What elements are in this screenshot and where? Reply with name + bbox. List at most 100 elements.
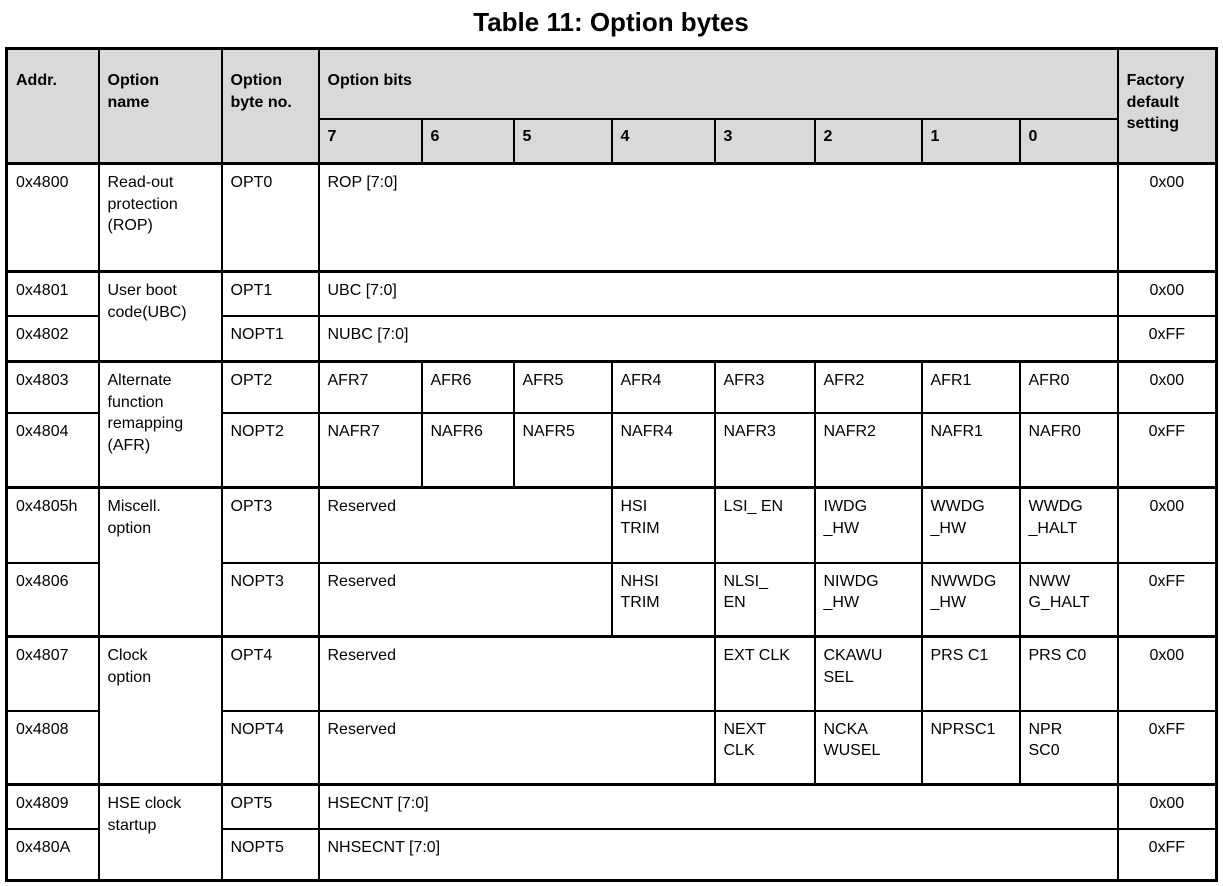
table-row: 0x4808 NOPT4 Reserved NEXT CLK NCKA WUSE…: [5, 709, 1218, 786]
bit-field-cell: AFR5: [512, 360, 613, 414]
header-row-main: Addr. Option name Option byte no. Option…: [5, 47, 1218, 165]
table-row: 0x4802 NOPT1 NUBC [7:0] 0xFF: [5, 314, 1218, 363]
bit-field-cell: AFR2: [813, 360, 923, 414]
bit-field-cell: AFR3: [713, 360, 816, 414]
bit-field-cell: CKAWU SEL: [813, 635, 923, 712]
option-byte-cell: NOPT2: [220, 411, 320, 489]
bit-field-cell: AFR0: [1018, 360, 1119, 414]
addr-cell: 0x4804: [5, 411, 100, 489]
table-row: 0x480A NOPT5 NHSECNT [7:0] 0xFF: [5, 827, 1218, 882]
option-byte-cell: NOPT5: [220, 827, 320, 882]
option-name-cell: Read-out protection (ROP): [97, 162, 223, 273]
bit-field-cell: NUBC [7:0]: [317, 314, 1119, 363]
addr-cell: 0x4802: [5, 314, 100, 363]
addr-cell: 0x4801: [5, 270, 100, 317]
option-byte-cell: OPT4: [220, 635, 320, 712]
bit-number-header-0: 0: [1018, 117, 1119, 165]
bit-field-cell: ROP [7:0]: [317, 162, 1119, 273]
col-header-option-byte-no: Option byte no.: [220, 47, 320, 165]
default-cell: 0xFF: [1116, 827, 1218, 882]
default-cell: 0x00: [1116, 783, 1218, 830]
bit-field-cell: Reserved: [317, 486, 613, 564]
bit-field-cell: HSECNT [7:0]: [317, 783, 1119, 830]
bit-number-header-4: 4: [610, 117, 716, 165]
option-name-cell: HSE clock startup: [97, 783, 223, 882]
bit-field-cell: AFR6: [420, 360, 515, 414]
header-row-bit-numbers: 7 6 5 4 3 2 1 0: [7, 117, 1217, 165]
option-byte-cell: OPT3: [220, 486, 320, 564]
option-name-cell: Miscell. option: [97, 486, 223, 638]
bit-field-cell: WWDG _HW: [920, 486, 1021, 564]
bit-field-cell: NPRSC1: [920, 709, 1021, 786]
table-row: 0x4809 HSE clock startup OPT5 HSECNT [7:…: [5, 783, 1218, 882]
default-cell: 0xFF: [1116, 709, 1218, 786]
bit-field-cell: NAFR6: [420, 411, 515, 489]
bit-field-cell: NHSECNT [7:0]: [317, 827, 1119, 882]
option-byte-cell: NOPT4: [220, 709, 320, 786]
bit-field-cell: PRS C1: [920, 635, 1021, 712]
default-cell: 0x00: [1116, 360, 1218, 414]
option-byte-cell: NOPT1: [220, 314, 320, 363]
option-byte-cell: OPT1: [220, 270, 320, 317]
option-byte-cell: NOPT3: [220, 561, 320, 638]
bit-number-header-3: 3: [713, 117, 816, 165]
addr-cell: 0x4809: [5, 783, 100, 830]
bit-field-cell: NLSI_ EN: [713, 561, 816, 638]
bit-field-cell: AFR1: [920, 360, 1021, 414]
table-row: 0x4805h Miscell. option OPT3 Reserved HS…: [5, 486, 1218, 638]
option-name-cell: Alternate function remapping (AFR): [97, 360, 223, 489]
option-name-cell: Clock option: [97, 635, 223, 786]
default-cell: 0xFF: [1116, 561, 1218, 638]
bit-field-cell: NAFR5: [512, 411, 613, 489]
option-byte-cell: OPT0: [220, 162, 320, 273]
bit-field-cell: NWWDG _HW: [920, 561, 1021, 638]
bit-field-cell: Reserved: [317, 635, 716, 712]
bit-number-header-5: 5: [512, 117, 613, 165]
addr-cell: 0x4806: [5, 561, 100, 638]
bit-field-cell: NCKA WUSEL: [813, 709, 923, 786]
col-header-factory-default: Factory default setting: [1116, 47, 1218, 165]
bit-field-cell: HSI TRIM: [610, 486, 716, 564]
addr-cell: 0x4803: [5, 360, 100, 414]
default-cell: 0x00: [1116, 162, 1218, 273]
table-row: 0x4804 NOPT2 NAFR7 NAFR6 NAFR5 NAFR4 NAF…: [5, 411, 1218, 489]
col-header-addr: Addr.: [5, 47, 100, 165]
default-cell: 0x00: [1116, 270, 1218, 317]
bit-field-cell: NIWDG _HW: [813, 561, 923, 638]
bit-number-header-2: 2: [813, 117, 923, 165]
bit-field-cell: NAFR1: [920, 411, 1021, 489]
table-row: 0x4800 Read-out protection (ROP) OPT0 RO…: [5, 162, 1218, 273]
default-cell: 0x00: [1116, 486, 1218, 564]
bit-field-cell: NEXT CLK: [713, 709, 816, 786]
col-header-option-name: Option name: [97, 47, 223, 165]
bit-field-cell: AFR4: [610, 360, 716, 414]
bit-field-cell: NAFR7: [317, 411, 423, 489]
col-header-option-bits: Option bits: [317, 47, 1119, 120]
bit-number-header-7: 7: [317, 117, 423, 165]
bit-number-header-6: 6: [420, 117, 515, 165]
default-cell: 0xFF: [1116, 411, 1218, 489]
default-cell: 0xFF: [1116, 314, 1218, 363]
table-row: 0x4803 Alternate function remapping (AFR…: [5, 360, 1218, 489]
bit-field-cell: Reserved: [317, 709, 716, 786]
bit-field-cell: UBC [7:0]: [317, 270, 1119, 317]
bit-number-header-1: 1: [920, 117, 1021, 165]
bit-field-cell: NAFR4: [610, 411, 716, 489]
option-byte-cell: OPT2: [220, 360, 320, 414]
table-row: 0x4807 Clock option OPT4 Reserved EXT CL…: [5, 635, 1218, 786]
addr-cell: 0x4808: [5, 709, 100, 786]
bit-field-cell: NAFR2: [813, 411, 923, 489]
table-row: 0x4806 NOPT3 Reserved NHSI TRIM NLSI_ EN…: [5, 561, 1218, 638]
option-name-cell: User boot code(UBC): [97, 270, 223, 363]
bit-field-cell: NAFR0: [1018, 411, 1119, 489]
bit-field-cell: Reserved: [317, 561, 613, 638]
addr-cell: 0x480A: [5, 827, 100, 882]
bit-field-cell: NWW G_HALT: [1018, 561, 1119, 638]
bit-field-cell: EXT CLK: [713, 635, 816, 712]
bit-field-cell: NPR SC0: [1018, 709, 1119, 786]
default-cell: 0x00: [1116, 635, 1218, 712]
option-bytes-table: Addr. Option name Option byte no. Option…: [5, 47, 1219, 882]
table-title: Table 11: Option bytes: [473, 7, 749, 37]
addr-cell: 0x4807: [5, 635, 100, 712]
